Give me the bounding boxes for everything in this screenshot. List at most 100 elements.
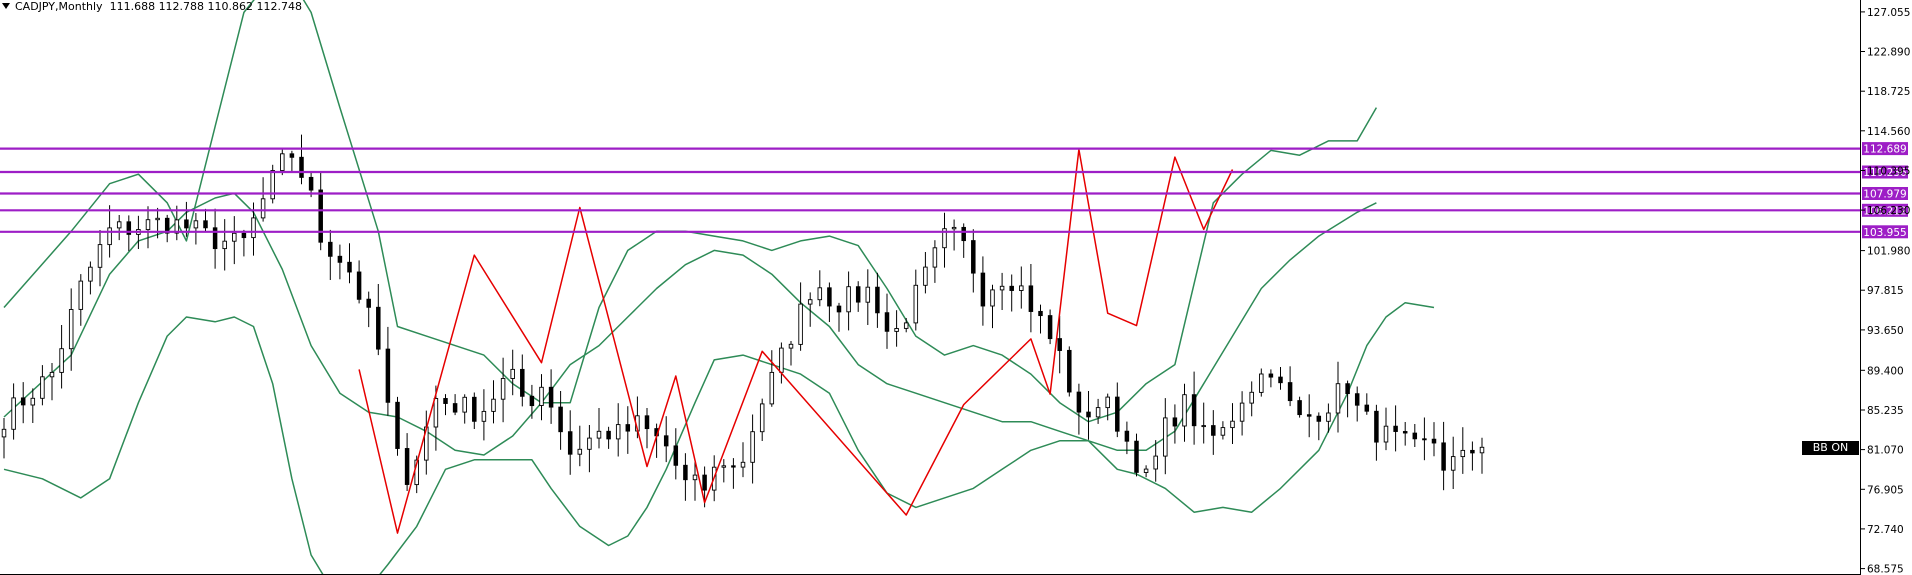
candle-body bbox=[923, 266, 928, 286]
bb-middle-line bbox=[3, 192, 1377, 456]
candle bbox=[836, 302, 842, 332]
candle-body bbox=[251, 217, 256, 239]
price-axis[interactable]: 127.055 122.890 118.725 114.560 110.395 106.2… bbox=[1860, 7, 1910, 575]
candle bbox=[1470, 441, 1475, 471]
candle bbox=[740, 442, 746, 478]
candle-body bbox=[951, 226, 957, 230]
candle-body bbox=[558, 406, 563, 433]
candle bbox=[520, 354, 525, 407]
candle bbox=[500, 357, 506, 423]
candle-body bbox=[913, 284, 919, 324]
candle bbox=[1249, 381, 1254, 417]
horizontal-levels[interactable]: 112.689 110.236 107.979 106.212 103.955 bbox=[0, 142, 1908, 239]
candle-body bbox=[683, 464, 688, 481]
candle bbox=[1354, 386, 1360, 422]
candle bbox=[827, 282, 832, 322]
candle bbox=[1047, 309, 1053, 345]
candle-body bbox=[1345, 383, 1350, 395]
level-label-box bbox=[1862, 165, 1908, 179]
price-tick-label: 85.235 bbox=[1867, 405, 1904, 417]
candle-body bbox=[1479, 446, 1485, 454]
candle-body bbox=[1268, 373, 1274, 378]
candle-body bbox=[356, 271, 362, 300]
candle bbox=[299, 134, 304, 185]
dropdown-triangle-icon[interactable] bbox=[2, 3, 10, 9]
candle-body bbox=[97, 244, 103, 268]
candle-body bbox=[1239, 402, 1245, 422]
candle bbox=[404, 433, 410, 491]
candle-body bbox=[1057, 338, 1062, 351]
candle-body bbox=[1259, 373, 1264, 393]
candle-body bbox=[404, 448, 410, 485]
candle bbox=[539, 374, 544, 421]
price-tick-label: 89.400 bbox=[1867, 365, 1904, 377]
candle bbox=[1143, 465, 1149, 478]
candle-body bbox=[472, 396, 477, 422]
candle bbox=[788, 341, 794, 366]
candle-body bbox=[1163, 417, 1168, 457]
candle bbox=[750, 414, 755, 484]
candle-body bbox=[308, 176, 314, 191]
candle-body bbox=[548, 386, 554, 408]
candle-body bbox=[1095, 407, 1101, 418]
candle bbox=[721, 459, 727, 483]
candle bbox=[337, 244, 343, 280]
candle-body bbox=[1326, 412, 1331, 422]
candle bbox=[1124, 421, 1130, 455]
candle-body bbox=[1402, 431, 1408, 434]
candle-body bbox=[1450, 456, 1456, 471]
candle bbox=[769, 350, 775, 407]
candle bbox=[1259, 368, 1264, 397]
candle bbox=[11, 383, 16, 440]
candle-body bbox=[673, 445, 679, 466]
candle bbox=[577, 425, 583, 467]
candle bbox=[280, 148, 285, 176]
level-label-box bbox=[1862, 187, 1908, 200]
candle-body bbox=[193, 220, 199, 229]
level-label-box bbox=[1862, 203, 1908, 217]
candle bbox=[596, 408, 602, 449]
candle-body bbox=[241, 232, 247, 239]
candle-body bbox=[337, 255, 343, 263]
bb-status-badge[interactable]: BB ON bbox=[1802, 441, 1859, 455]
candle-body bbox=[500, 378, 506, 400]
candle-body bbox=[395, 401, 400, 449]
candle-body bbox=[1143, 468, 1149, 473]
candle bbox=[289, 150, 295, 173]
candle bbox=[270, 164, 275, 204]
candle bbox=[222, 219, 227, 271]
candle-body bbox=[1182, 394, 1187, 427]
candle-body bbox=[212, 227, 218, 250]
candle bbox=[260, 177, 266, 222]
candle bbox=[1278, 367, 1283, 390]
level-label: 106.212 bbox=[1863, 205, 1906, 217]
candle bbox=[126, 215, 132, 252]
candle-body bbox=[846, 286, 851, 313]
candle-body bbox=[222, 240, 227, 250]
candle-body bbox=[289, 153, 295, 158]
candle bbox=[1326, 403, 1331, 433]
candle-body bbox=[731, 465, 736, 468]
candle bbox=[462, 394, 467, 424]
candle bbox=[731, 458, 736, 489]
candle-body bbox=[1009, 285, 1014, 291]
candle bbox=[164, 214, 170, 243]
candle-body bbox=[433, 398, 439, 428]
candles bbox=[1, 134, 1485, 508]
candle-body bbox=[1383, 425, 1389, 443]
candle-body bbox=[1134, 440, 1139, 473]
candle-body bbox=[491, 398, 496, 412]
candle bbox=[884, 293, 890, 349]
price-tick-label: 101.980 bbox=[1867, 246, 1910, 258]
candle-body bbox=[990, 289, 995, 307]
candle-body bbox=[855, 286, 861, 303]
candle bbox=[1402, 422, 1408, 446]
candle-body bbox=[1441, 442, 1446, 471]
candle bbox=[1019, 266, 1024, 309]
candle bbox=[232, 216, 237, 265]
candle-body bbox=[894, 328, 899, 332]
candle-body bbox=[1335, 383, 1341, 414]
candle bbox=[40, 365, 45, 406]
level-label: 110.236 bbox=[1863, 167, 1907, 179]
